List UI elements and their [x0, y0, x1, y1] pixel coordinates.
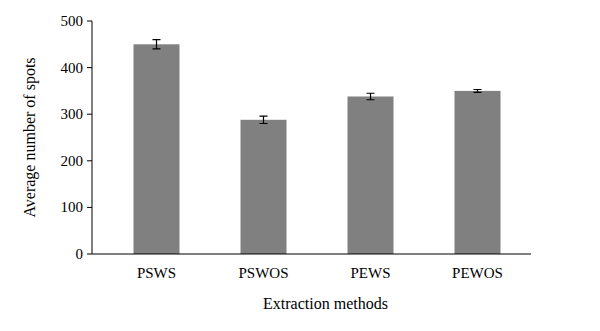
x-tick-label: PSWS	[137, 265, 176, 281]
chart-container: 0 100 200 300 400 500 PSWS PSWOS PEWS PEWOS Extrac…	[0, 0, 600, 331]
y-tick-label: 0	[76, 246, 84, 262]
y-tick-label: 500	[61, 13, 84, 29]
error-bar	[367, 93, 375, 100]
x-tick-label: PEWOS	[452, 265, 503, 281]
error-bar	[260, 116, 268, 123]
y-tick	[87, 207, 92, 208]
y-tick	[87, 254, 92, 255]
y-axis-label: Average number of spots	[21, 57, 39, 217]
y-tick	[87, 160, 92, 161]
y-tick	[87, 114, 92, 115]
bar	[348, 96, 394, 254]
y-tick-label: 400	[61, 60, 84, 76]
bar	[455, 91, 501, 254]
y-tick-label: 200	[61, 153, 84, 169]
x-axis-label: Extraction methods	[263, 295, 388, 312]
y-axis-line	[92, 21, 93, 254]
y-tick-label: 100	[61, 199, 84, 215]
y-tick	[87, 67, 92, 68]
error-bar	[474, 90, 482, 93]
error-bars	[153, 40, 482, 124]
chart-svg: 0 100 200 300 400 500 PSWS PSWOS PEWS PEWOS Extrac…	[0, 0, 600, 331]
x-tick-label: PEWS	[350, 265, 390, 281]
x-axis-line	[92, 254, 531, 255]
bars	[134, 44, 501, 254]
bar	[241, 120, 287, 254]
error-bar	[153, 40, 161, 49]
bar	[134, 44, 180, 254]
y-tick	[87, 21, 92, 22]
y-tick-label: 300	[61, 106, 84, 122]
x-tick-label: PSWOS	[238, 265, 288, 281]
